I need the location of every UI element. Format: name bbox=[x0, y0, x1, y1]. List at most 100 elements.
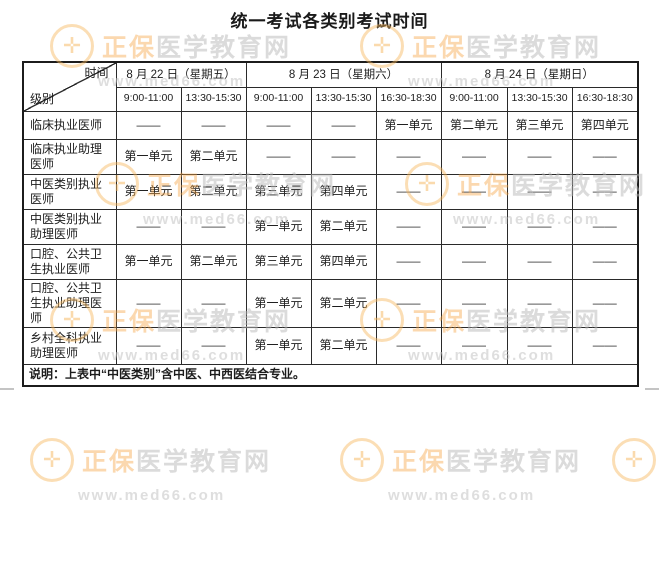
exam-cell: —— bbox=[506, 208, 573, 245]
exam-cell: —— bbox=[571, 278, 639, 328]
time-slot-header: 13:30-15:30 bbox=[180, 86, 247, 112]
exam-cell: —— bbox=[506, 278, 573, 328]
watermark-tile: ✛ 正保医学教育网 www.med66.com bbox=[340, 438, 581, 504]
category-label: 口腔、公共卫生执业助理医师 bbox=[22, 278, 117, 328]
exam-cell: 第二单元 bbox=[310, 208, 377, 245]
category-label: 中医类别执业助理医师 bbox=[22, 208, 117, 245]
exam-cell: 第三单元 bbox=[245, 243, 312, 280]
table-row: 中医类别执业医师 第一单元 第二单元 第三单元 第四单元 —— —— —— —— bbox=[22, 173, 639, 210]
exam-cell: 第四单元 bbox=[571, 110, 639, 140]
watermark-brand-gray: 医学教育网 bbox=[136, 448, 272, 476]
exam-cell: —— bbox=[245, 138, 312, 175]
date-header-row: 时间 级别 8 月 22 日（星期五） 8 月 23 日（星期六） 8 月 24… bbox=[22, 61, 639, 112]
exam-cell: —— bbox=[180, 110, 247, 140]
time-slot-header: 9:00-11:00 bbox=[115, 86, 182, 112]
exam-cell: —— bbox=[310, 110, 377, 140]
corner-label-time: 时间 bbox=[84, 66, 109, 80]
exam-cell: 第三单元 bbox=[245, 173, 312, 210]
watermark-brand-gray: 医学教育网 bbox=[446, 448, 582, 476]
exam-cell: —— bbox=[115, 110, 182, 140]
exam-cell: —— bbox=[180, 278, 247, 328]
exam-cell: —— bbox=[375, 326, 442, 365]
exam-cell: —— bbox=[180, 326, 247, 365]
exam-cell: 第二单元 bbox=[180, 173, 247, 210]
category-label: 口腔、公共卫生执业医师 bbox=[22, 243, 117, 280]
watermark-brand-gray: 医学教育网 bbox=[466, 34, 602, 62]
time-slot-header: 13:30-15:30 bbox=[310, 86, 377, 112]
med66-logo-icon: ✛ bbox=[612, 438, 656, 482]
table-row: 中医类别执业助理医师 —— —— 第一单元 第二单元 —— —— —— —— bbox=[22, 208, 639, 245]
time-slot-header: 16:30-18:30 bbox=[571, 86, 639, 112]
exam-cell: —— bbox=[115, 208, 182, 245]
exam-cell: —— bbox=[180, 208, 247, 245]
time-slot-header: 16:30-18:30 bbox=[375, 86, 442, 112]
exam-cell: 第四单元 bbox=[310, 243, 377, 280]
exam-cell: —— bbox=[571, 326, 639, 365]
exam-cell: 第二单元 bbox=[440, 110, 508, 140]
exam-cell: 第二单元 bbox=[310, 326, 377, 365]
med66-logo-icon: ✛ bbox=[30, 438, 74, 482]
exam-cell: 第一单元 bbox=[115, 243, 182, 280]
exam-cell: —— bbox=[506, 173, 573, 210]
date-header-aug23: 8 月 23 日（星期六） bbox=[245, 61, 442, 88]
exam-cell: 第一单元 bbox=[115, 138, 182, 175]
exam-cell: 第二单元 bbox=[310, 278, 377, 328]
watermark-brand-gray: 医学教育网 bbox=[156, 34, 292, 62]
exam-cell: —— bbox=[115, 326, 182, 365]
page-margin-tick-right bbox=[645, 388, 659, 390]
med66-logo-icon: ✛ bbox=[340, 438, 384, 482]
watermark-tile: ✛正保医学教育网 www.med66.com bbox=[612, 438, 659, 504]
exam-cell: 第一单元 bbox=[245, 278, 312, 328]
exam-cell: 第一单元 bbox=[245, 208, 312, 245]
table-row: 临床执业助理医师 第一单元 第二单元 —— —— —— —— —— —— bbox=[22, 138, 639, 175]
time-slot-header: 9:00-11:00 bbox=[245, 86, 312, 112]
unified-exam-schedule-table: 时间 级别 8 月 22 日（星期五） 8 月 23 日（星期六） 8 月 24… bbox=[22, 61, 640, 387]
corner-header-cell: 时间 级别 bbox=[22, 61, 117, 112]
time-slot-header: 9:00-11:00 bbox=[440, 86, 508, 112]
table-row: 口腔、公共卫生执业医师 第一单元 第二单元 第三单元 第四单元 —— —— ——… bbox=[22, 243, 639, 280]
exam-cell: —— bbox=[440, 243, 508, 280]
watermark-url: www.med66.com bbox=[388, 487, 536, 504]
exam-cell: —— bbox=[375, 243, 442, 280]
exam-cell: 第一单元 bbox=[245, 326, 312, 365]
category-label: 临床执业助理医师 bbox=[22, 138, 117, 175]
exam-cell: 第三单元 bbox=[506, 110, 573, 140]
time-header-row: 9:00-11:00 13:30-15:30 9:00-11:00 13:30-… bbox=[23, 86, 639, 112]
corner-label-level: 级别 bbox=[30, 91, 55, 106]
exam-cell: 第二单元 bbox=[180, 138, 247, 175]
exam-cell: —— bbox=[375, 138, 442, 175]
exam-cell: 第四单元 bbox=[310, 173, 377, 210]
date-header-aug22: 8 月 22 日（星期五） bbox=[115, 61, 247, 88]
watermark-brand-orange: 正保 bbox=[102, 34, 157, 62]
note-row: 说明：上表中“中医类别”含中医、中西医结合专业。 bbox=[22, 363, 639, 387]
exam-cell: —— bbox=[310, 138, 377, 175]
exam-cell: —— bbox=[506, 138, 573, 175]
exam-cell: —— bbox=[115, 278, 182, 328]
exam-cell: —— bbox=[440, 173, 508, 210]
page-margin-tick-left bbox=[0, 388, 14, 390]
exam-cell: —— bbox=[571, 208, 639, 245]
exam-cell: —— bbox=[440, 138, 508, 175]
exam-cell: 第二单元 bbox=[180, 243, 247, 280]
date-header-aug24: 8 月 24 日（星期日） bbox=[440, 61, 639, 88]
category-label: 中医类别执业医师 bbox=[22, 173, 117, 210]
exam-cell: —— bbox=[506, 243, 573, 280]
watermark-brand-orange: 正保 bbox=[82, 448, 137, 476]
exam-cell: —— bbox=[440, 208, 508, 245]
exam-cell: —— bbox=[440, 278, 508, 328]
exam-cell: —— bbox=[375, 208, 442, 245]
table-note: 说明：上表中“中医类别”含中医、中西医结合专业。 bbox=[22, 363, 639, 387]
exam-cell: —— bbox=[245, 110, 312, 140]
table-row: 乡村全科执业助理医师 —— —— 第一单元 第二单元 —— —— —— —— bbox=[22, 326, 639, 365]
exam-cell: —— bbox=[375, 173, 442, 210]
category-label: 临床执业医师 bbox=[22, 110, 117, 140]
exam-cell: —— bbox=[571, 173, 639, 210]
watermark-brand-orange: 正保 bbox=[412, 34, 467, 62]
watermark-brand-orange: 正保 bbox=[392, 448, 447, 476]
exam-cell: 第一单元 bbox=[115, 173, 182, 210]
unified-exam-table-title: 统一考试各类别考试时间 bbox=[230, 12, 429, 31]
exam-cell: —— bbox=[571, 243, 639, 280]
exam-cell: 第一单元 bbox=[375, 110, 442, 140]
exam-cell: —— bbox=[571, 138, 639, 175]
